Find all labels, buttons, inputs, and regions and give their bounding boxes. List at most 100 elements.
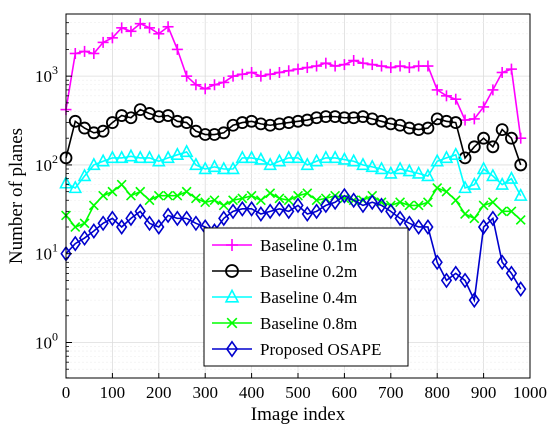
- data-point: [319, 110, 333, 124]
- data-point: [116, 218, 128, 235]
- data-point: [88, 223, 100, 240]
- data-point: [283, 203, 295, 220]
- data-point: [513, 187, 528, 201]
- data-point: [319, 150, 333, 164]
- data-point: [217, 126, 231, 140]
- x-tick-label: 900: [471, 383, 497, 402]
- data-point: [70, 222, 81, 232]
- data-point: [486, 140, 500, 154]
- data-point: [487, 84, 499, 96]
- data-point: [467, 176, 482, 190]
- legend-marker: [226, 239, 238, 251]
- series-3: [59, 144, 528, 201]
- data-point: [375, 197, 388, 214]
- series-4: [61, 179, 526, 232]
- data-point: [458, 151, 472, 165]
- data-point: [226, 161, 240, 175]
- data-point: [440, 90, 452, 102]
- data-point: [171, 43, 183, 55]
- data-point: [496, 66, 508, 78]
- data-point: [441, 186, 452, 197]
- data-point: [450, 93, 462, 105]
- data-point: [172, 190, 183, 201]
- data-point: [430, 153, 445, 167]
- data-point: [309, 153, 324, 167]
- data-point: [348, 55, 360, 67]
- data-point: [124, 111, 138, 125]
- data-point: [487, 197, 498, 208]
- data-point: [79, 45, 91, 57]
- data-point: [235, 116, 249, 129]
- data-point: [291, 150, 305, 164]
- legend-marker: [225, 340, 239, 358]
- data-point: [255, 195, 266, 206]
- data-point: [514, 158, 528, 172]
- data-point: [356, 157, 370, 171]
- legend-item: Baseline 0.8m: [212, 314, 357, 333]
- data-point: [394, 210, 406, 227]
- data-point: [273, 200, 286, 217]
- data-point: [189, 157, 203, 171]
- data-point: [218, 200, 229, 211]
- data-point: [151, 153, 166, 167]
- data-point: [153, 28, 165, 40]
- data-point: [200, 197, 211, 208]
- data-point: [300, 157, 315, 171]
- data-point: [264, 68, 276, 80]
- data-point: [135, 186, 146, 197]
- data-point: [365, 159, 380, 173]
- legend-item: Baseline 0.1m: [212, 236, 357, 255]
- data-point: [161, 109, 175, 122]
- axis-ticks: 0 100 200 300 400 500 600 700 800 900 1000 100 101 10…: [35, 13, 547, 402]
- data-point: [448, 147, 463, 161]
- data-point: [486, 168, 500, 182]
- data-point: [412, 218, 425, 235]
- data-point: [273, 66, 285, 78]
- data-point: [403, 62, 415, 74]
- x-tick-label: 500: [285, 383, 311, 402]
- data-point: [329, 194, 341, 211]
- data-point: [170, 114, 184, 128]
- data-point: [292, 63, 304, 75]
- data-point: [163, 190, 174, 201]
- data-point: [374, 161, 389, 175]
- data-point: [515, 214, 526, 225]
- data-point: [198, 128, 212, 141]
- data-point: [143, 215, 156, 232]
- data-point: [338, 59, 350, 71]
- data-point: [208, 128, 221, 141]
- data-point: [227, 70, 239, 82]
- data-point: [218, 210, 230, 227]
- data-point: [263, 157, 277, 171]
- data-point: [273, 117, 286, 131]
- data-point: [431, 254, 443, 271]
- data-point: [515, 281, 527, 298]
- data-point: [412, 123, 426, 136]
- data-point: [385, 62, 397, 74]
- data-point: [469, 213, 480, 224]
- data-point: [142, 150, 157, 164]
- data-point: [291, 114, 305, 128]
- data-point: [69, 235, 81, 252]
- series-line: [65, 151, 522, 197]
- data-point: [116, 22, 128, 34]
- data-point: [504, 170, 519, 184]
- data-point: [179, 144, 194, 158]
- data-point: [208, 79, 220, 91]
- data-point: [292, 197, 304, 214]
- series-layer: [59, 18, 528, 309]
- data-point: [338, 187, 351, 204]
- data-point: [394, 60, 406, 72]
- series-5: [60, 187, 527, 309]
- data-point: [180, 210, 193, 227]
- data-point: [460, 209, 471, 219]
- data-point: [153, 218, 165, 235]
- data-point: [411, 165, 426, 179]
- data-point: [124, 148, 138, 162]
- data-point: [505, 131, 518, 145]
- data-point: [293, 190, 303, 201]
- data-point: [487, 210, 499, 227]
- data-point: [68, 114, 82, 128]
- legend-marker: [225, 264, 239, 278]
